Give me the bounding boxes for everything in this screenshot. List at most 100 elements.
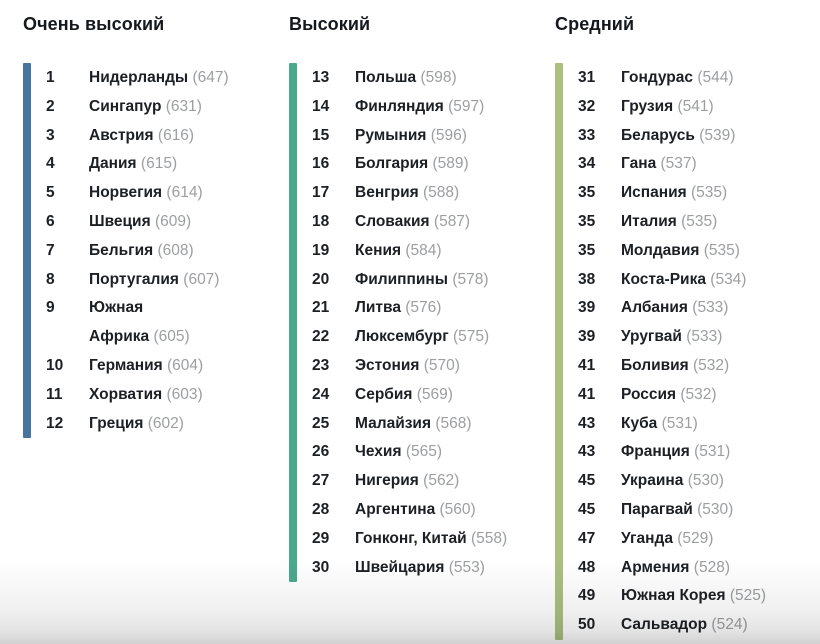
- rank-number: 35: [578, 241, 596, 259]
- rank-number: 35: [578, 184, 596, 202]
- rank-number: 1: [46, 69, 55, 86]
- country-name: Италия: [621, 212, 677, 230]
- country-score: (558): [470, 529, 508, 547]
- country-label: Португалия (607): [89, 266, 219, 295]
- column-very-high: Очень высокий 1 Нидерланды (647) 2 Сингапур…: [23, 12, 289, 640]
- country-label: Венгрия (588): [355, 179, 459, 208]
- country-name: Литва: [355, 299, 401, 317]
- country-score: (533): [692, 299, 729, 317]
- country-score: (569): [416, 385, 453, 403]
- ranking-row: 8 Португалия (607): [46, 266, 289, 295]
- country-name: Гонконг, Китай: [355, 529, 467, 547]
- country-score: (584): [405, 241, 442, 259]
- country-name: Германия: [89, 356, 163, 374]
- country-name: Нигерия: [355, 472, 419, 490]
- country-score: (553): [448, 558, 485, 576]
- ranking-row: 34 Гана (537): [578, 150, 820, 179]
- country-name: Австрия: [89, 126, 154, 144]
- country-label: Нигерия (562): [355, 467, 459, 496]
- rank-number: 39: [578, 299, 596, 317]
- country-score: (532): [693, 356, 730, 374]
- rank-number: 12: [46, 414, 64, 432]
- country-name: Кения: [355, 241, 402, 259]
- rank-number: 7: [46, 241, 55, 259]
- rank-number: 22: [312, 328, 330, 346]
- country-name: Малайзия: [355, 414, 431, 432]
- rank-number: 16: [312, 155, 330, 173]
- country-name: Люксембург: [355, 328, 449, 346]
- country-label: Германия (604): [89, 352, 203, 381]
- country-name: Эстония: [355, 356, 420, 374]
- country-score: (598): [420, 69, 457, 86]
- ranking-row: 41 Россия (532): [578, 381, 820, 410]
- ranking-row: 33 Беларусь (539): [578, 122, 820, 151]
- country-name: Молдавия: [621, 241, 700, 259]
- country-score: (565): [405, 443, 442, 461]
- country-score: (587): [433, 212, 471, 230]
- country-name: Боливия: [621, 356, 689, 374]
- rank-number: 18: [312, 212, 330, 230]
- country-label: Кения (584): [355, 237, 442, 266]
- country-label: Уганда (529): [621, 525, 713, 554]
- ranking-row: 15 Румыния (596): [312, 122, 555, 151]
- country-score: (602): [147, 414, 184, 432]
- country-name: Уругвай: [621, 328, 682, 346]
- country-label: Беларусь (539): [621, 122, 735, 151]
- rank-number: 43: [578, 443, 596, 461]
- country-name: Албания: [621, 299, 688, 317]
- ranking-row: 43 Франция (531): [578, 438, 820, 467]
- country-score: (539): [699, 126, 736, 144]
- country-label: Люксембург (575): [355, 323, 489, 352]
- country-label: Литва (576): [355, 294, 441, 323]
- rank-number: 29: [312, 529, 330, 547]
- rank-number: 13: [312, 69, 330, 86]
- country-label: Коста-Рика (534): [621, 266, 746, 295]
- country-label: Финляндия (597): [355, 93, 484, 122]
- ranking-row: 14 Финляндия (597): [312, 93, 555, 122]
- rank-number: 43: [578, 414, 596, 432]
- list-wrap: 31 Гондурас (544) 32 Грузия (541) 33 Беларусь…: [555, 63, 820, 640]
- ranking-row: 27 Нигерия (562): [312, 467, 555, 496]
- ranking-row: 21 Литва (576): [312, 294, 555, 323]
- rank-number: 24: [312, 385, 330, 403]
- ranking-row: 32 Грузия (541): [578, 93, 820, 122]
- country-score: (530): [697, 500, 734, 518]
- rank-number: 34: [578, 155, 596, 173]
- country-label: Нидерланды (647): [89, 64, 229, 93]
- ranking-row: 30 Швейцария (553): [312, 554, 555, 583]
- country-name: Словакия: [355, 212, 430, 230]
- country-name: Чехия: [355, 443, 402, 461]
- country-score: (603): [166, 385, 203, 403]
- country-name: Бельгия: [89, 241, 154, 259]
- country-name: Гана: [621, 155, 657, 173]
- country-score: (535): [703, 241, 740, 259]
- rank-number: 10: [46, 356, 64, 374]
- rank-number: 48: [578, 558, 596, 576]
- country-label: Хорватия (603): [89, 381, 203, 410]
- country-name: Сербия: [355, 385, 413, 403]
- ranking-row: 45 Парагвай (530): [578, 496, 820, 525]
- country-name: Франция: [621, 443, 690, 461]
- rank-number: 45: [578, 500, 596, 518]
- country-label: Болгария (589): [355, 150, 469, 179]
- ranking-row: 38 Коста-Рика (534): [578, 266, 820, 295]
- country-score: (535): [691, 184, 728, 202]
- rank-number: 30: [312, 558, 330, 576]
- rank-number: 19: [312, 241, 330, 259]
- ranking-row: 29 Гонконг, Китай (558): [312, 525, 555, 554]
- rank-number: 5: [46, 184, 55, 202]
- country-score: (541): [677, 97, 714, 115]
- country-score: (560): [439, 500, 476, 518]
- country-score: (531): [661, 414, 698, 432]
- rank-number: 45: [578, 472, 596, 490]
- ranking-row: 39 Албания (533): [578, 294, 820, 323]
- country-label: Норвегия (614): [89, 179, 203, 208]
- country-name: Норвегия: [89, 184, 163, 202]
- ranking-list: 1 Нидерланды (647) 2 Сингапур (631) 3 Австрия…: [31, 63, 289, 438]
- country-label: Гана (537): [621, 150, 697, 179]
- country-label: Куба (531): [621, 410, 698, 439]
- ranking-row: 2 Сингапур (631): [46, 93, 289, 122]
- country-name: Грузия: [621, 97, 674, 115]
- country-score: (562): [423, 472, 460, 490]
